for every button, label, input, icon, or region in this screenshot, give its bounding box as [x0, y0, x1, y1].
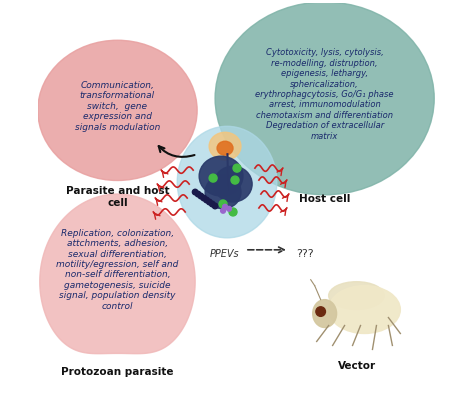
Circle shape	[210, 201, 215, 207]
Circle shape	[316, 307, 326, 316]
Ellipse shape	[328, 286, 401, 333]
Ellipse shape	[214, 166, 252, 202]
Text: ???: ???	[296, 249, 313, 259]
Ellipse shape	[199, 156, 243, 196]
Text: Vector: Vector	[337, 361, 375, 371]
Text: Host cell: Host cell	[299, 194, 350, 204]
Text: Replication, colonization,
attchments, adhesion,
sexual differentiation,
motilit: Replication, colonization, attchments, a…	[56, 229, 179, 311]
Ellipse shape	[209, 132, 241, 160]
Ellipse shape	[313, 300, 337, 328]
Ellipse shape	[217, 141, 233, 155]
Ellipse shape	[205, 175, 241, 209]
Circle shape	[201, 195, 207, 201]
Ellipse shape	[38, 40, 197, 181]
Ellipse shape	[328, 282, 384, 309]
Circle shape	[229, 208, 237, 216]
Circle shape	[231, 176, 239, 184]
Circle shape	[198, 193, 204, 199]
Circle shape	[223, 204, 228, 209]
Circle shape	[195, 191, 201, 197]
Text: Communication,
transformational
switch,  gene
expression and
signals modulation: Communication, transformational switch, …	[75, 81, 160, 132]
Text: Cytotoxicity, lysis, cytolysis,
re-modelling, distruption,
epigenesis, lethargy,: Cytotoxicity, lysis, cytolysis, re-model…	[255, 48, 394, 141]
Circle shape	[209, 174, 217, 182]
Ellipse shape	[215, 2, 434, 195]
Polygon shape	[40, 194, 195, 354]
Text: Parasite and host
cell: Parasite and host cell	[66, 186, 169, 208]
Circle shape	[227, 206, 231, 211]
Circle shape	[212, 203, 218, 209]
Circle shape	[219, 200, 227, 208]
Text: PPEVs: PPEVs	[210, 249, 240, 259]
Circle shape	[207, 199, 212, 205]
Circle shape	[192, 189, 198, 195]
Text: Protozoan parasite: Protozoan parasite	[61, 367, 173, 377]
Circle shape	[204, 197, 210, 203]
Ellipse shape	[177, 126, 277, 238]
Circle shape	[221, 208, 226, 213]
Circle shape	[233, 164, 241, 172]
